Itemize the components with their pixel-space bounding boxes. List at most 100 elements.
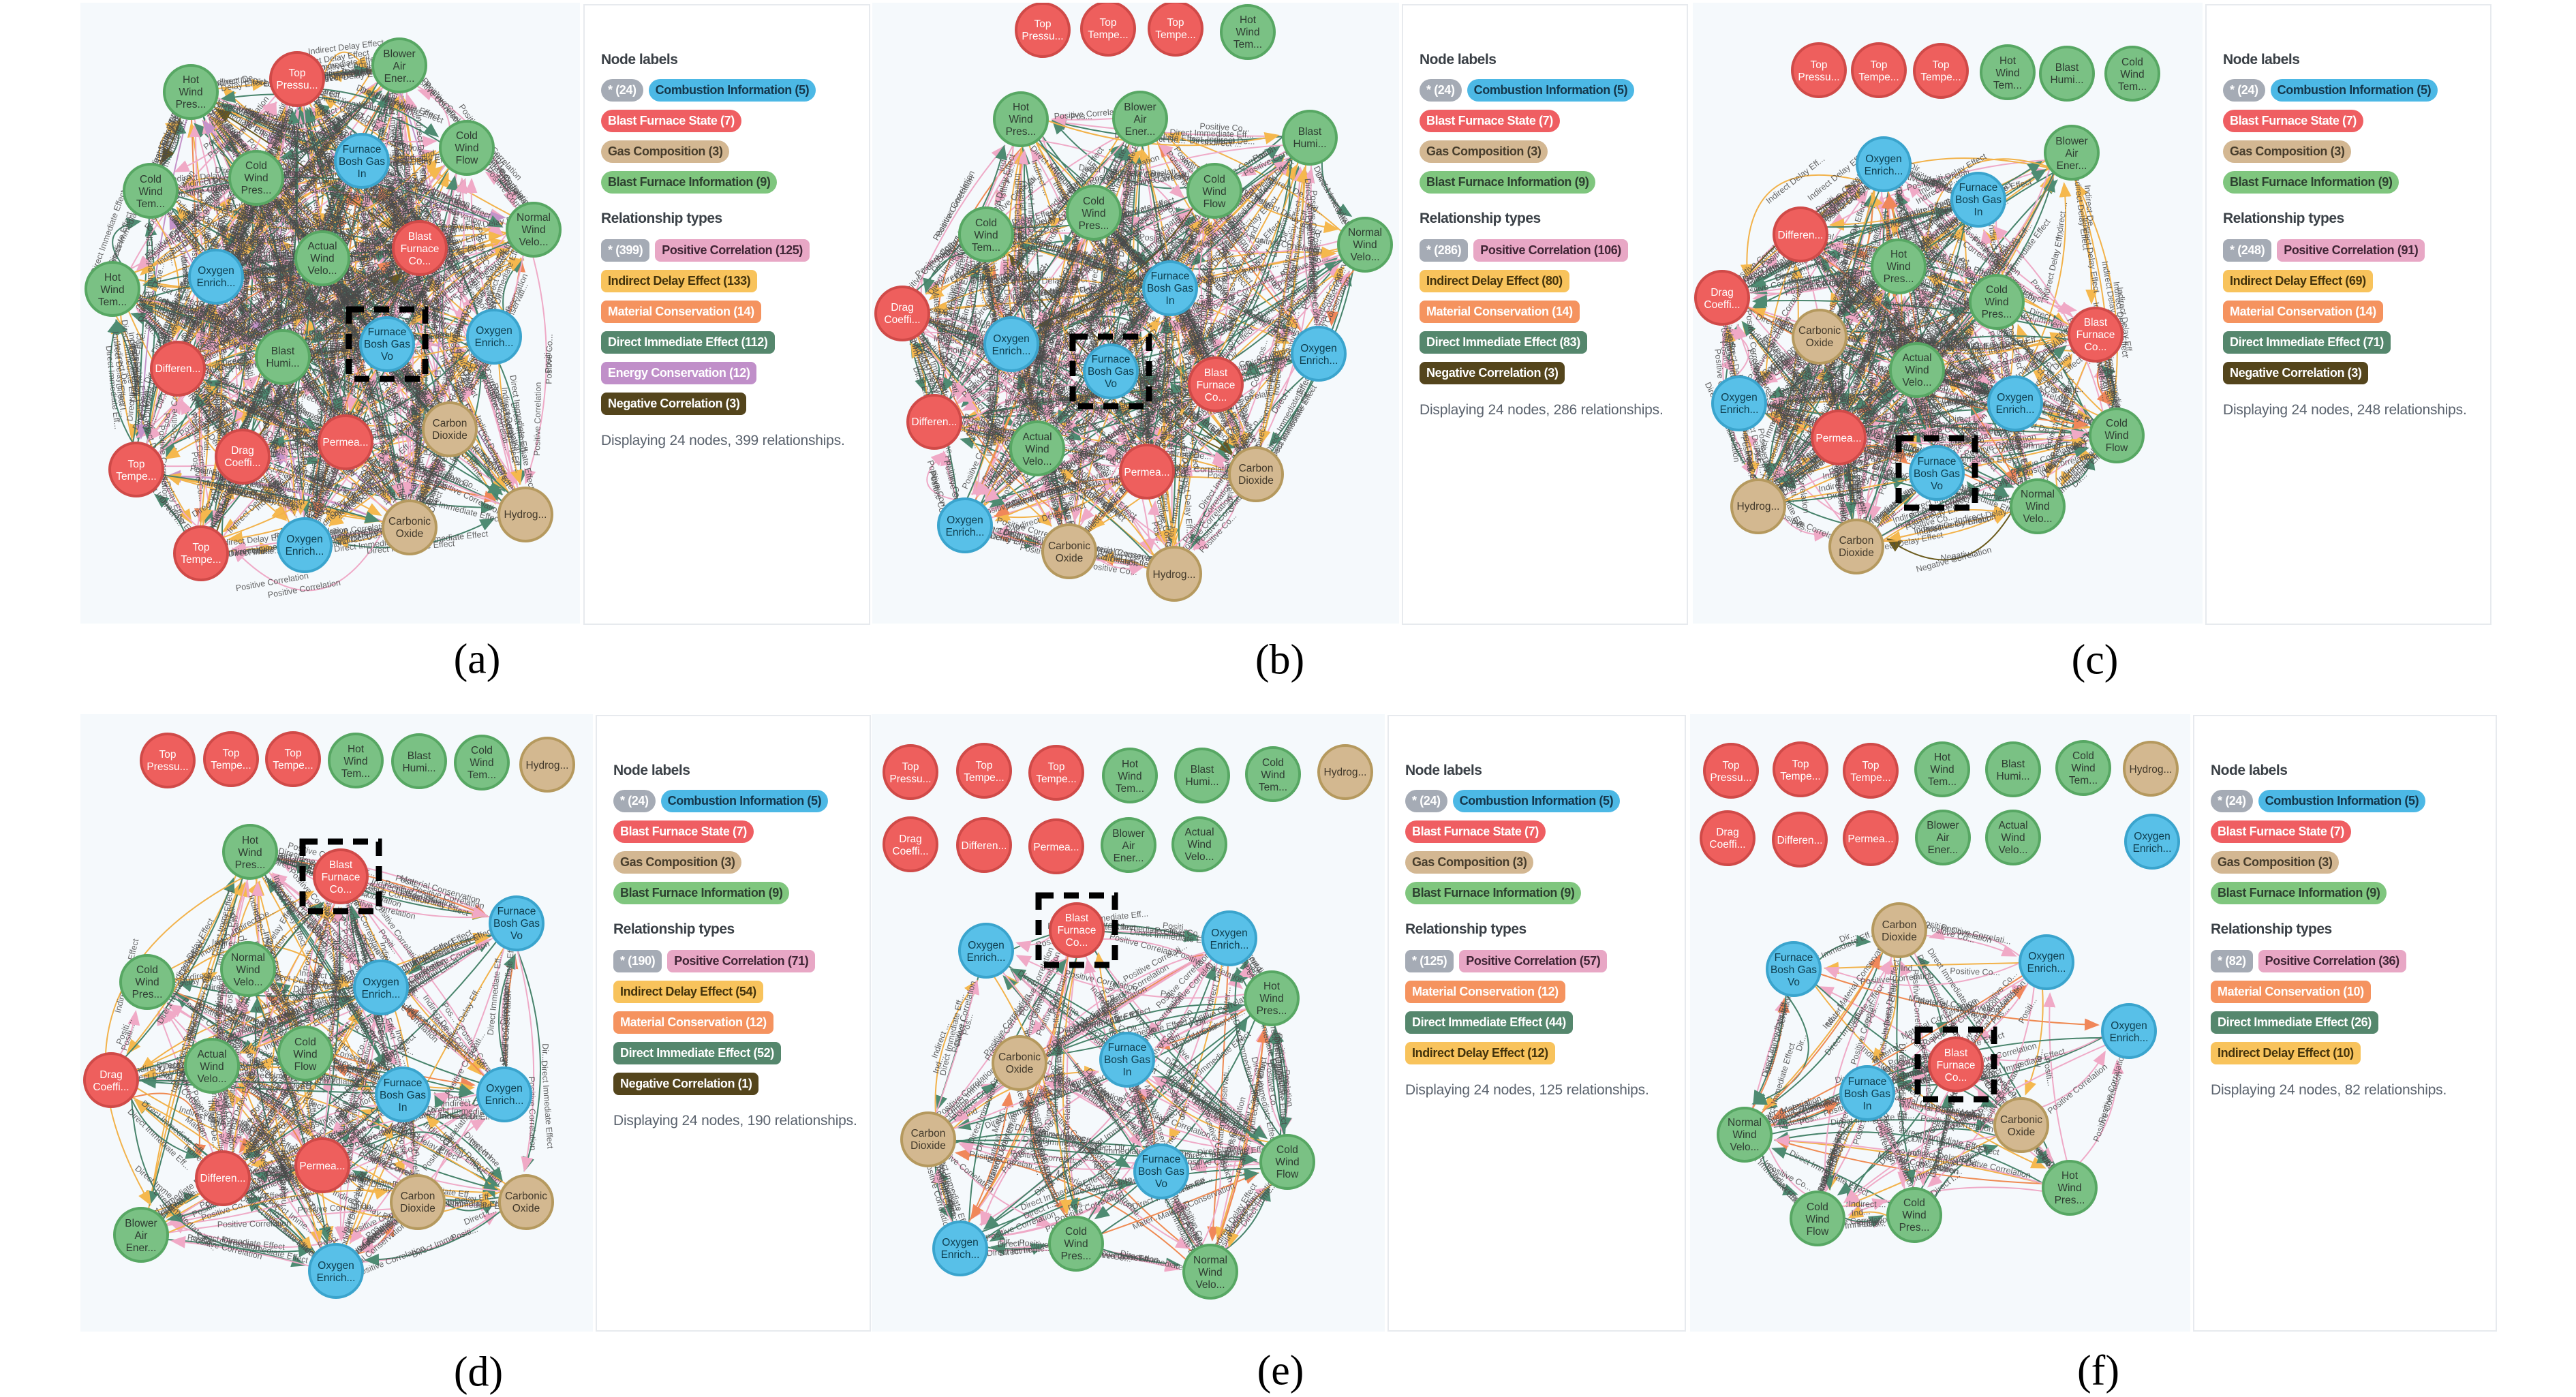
svg-text:Dioxide: Dioxide <box>1882 932 1917 943</box>
svg-text:Ind...: Ind... <box>167 247 179 267</box>
svg-text:Tem...: Tem... <box>2069 775 2098 786</box>
svg-text:Indirect ...: Indirect ... <box>249 283 288 296</box>
svg-text:Carbonic: Carbonic <box>1048 540 1090 552</box>
svg-text:Hydrog...: Hydrog... <box>1153 569 1196 581</box>
svg-text:Dir...: Dir... <box>129 385 139 403</box>
svg-text:Coeffi...: Coeffi... <box>884 314 920 326</box>
svg-text:Oxygen: Oxygen <box>286 534 322 545</box>
svg-text:Wind: Wind <box>343 756 367 767</box>
svg-text:Material Conservati...: Material Conservati... <box>202 377 214 458</box>
svg-text:Humi...: Humi... <box>1996 771 2029 782</box>
svg-text:Ind...: Ind... <box>435 329 455 339</box>
svg-text:Air: Air <box>393 61 406 72</box>
svg-text:Carbonic: Carbonic <box>998 1051 1041 1063</box>
svg-text:Bosh Gas: Bosh Gas <box>1955 194 2002 206</box>
svg-text:Dir...: Dir... <box>328 343 348 356</box>
svg-text:Tem...: Tem... <box>1233 39 1262 50</box>
svg-text:Indirect Delay Effect: Indirect Delay Effect <box>237 290 248 366</box>
svg-text:Enrich...: Enrich... <box>1996 404 2035 416</box>
svg-text:Oxide: Oxide <box>396 528 424 540</box>
svg-text:Humi...: Humi... <box>1185 776 1218 788</box>
svg-text:Wind: Wind <box>1118 771 1141 782</box>
svg-text:Humi...: Humi... <box>402 763 435 774</box>
svg-text:Cold: Cold <box>1903 1197 1925 1209</box>
svg-text:Coeffi...: Coeffi... <box>93 1081 129 1093</box>
svg-text:Wind: Wind <box>1902 1210 1926 1221</box>
svg-text:Wind: Wind <box>1905 365 1929 376</box>
svg-text:Drag: Drag <box>891 302 914 313</box>
svg-text:Oxygen: Oxygen <box>968 940 1004 951</box>
svg-text:Direct I...: Direct I... <box>333 322 368 335</box>
svg-text:Positive Correlation: Positive Correlation <box>2046 1062 2109 1116</box>
svg-text:Dioxide: Dioxide <box>1238 475 1274 487</box>
svg-text:Pos...: Pos... <box>226 906 236 927</box>
svg-text:Cold: Cold <box>140 174 162 185</box>
svg-text:Hot: Hot <box>348 743 365 755</box>
svg-text:Wind: Wind <box>1064 1238 1088 1250</box>
svg-text:Oxygen: Oxygen <box>1300 343 1336 354</box>
svg-text:Pressu...: Pressu... <box>147 761 188 773</box>
svg-text:Enrich...: Enrich... <box>967 952 1006 964</box>
svg-text:Wind: Wind <box>310 253 334 264</box>
svg-text:Drag: Drag <box>231 445 254 457</box>
svg-text:Velo...: Velo... <box>197 1073 226 1085</box>
svg-text:Pressu...: Pressu... <box>889 773 931 785</box>
svg-text:Wind: Wind <box>1995 67 2019 79</box>
svg-text:Top: Top <box>223 748 240 759</box>
svg-text:Differen...: Differen... <box>155 363 201 375</box>
svg-text:Velo...: Velo... <box>2023 513 2052 525</box>
svg-text:Wind: Wind <box>1886 261 1910 273</box>
svg-text:Cold: Cold <box>1203 174 1225 185</box>
svg-text:In: In <box>1166 295 1175 307</box>
svg-text:Wind: Wind <box>1984 296 2008 308</box>
svg-text:Hydrog...: Hydrog... <box>526 760 569 771</box>
svg-text:Air: Air <box>2066 148 2079 159</box>
svg-text:Positive Co...: Positive Co... <box>264 200 278 251</box>
svg-text:Direct Immediate Effect: Direct Immediate Effect <box>145 225 155 313</box>
svg-text:Enrich...: Enrich... <box>2027 963 2066 974</box>
svg-text:Ener...: Ener... <box>384 73 415 85</box>
svg-text:Differen...: Differen... <box>1777 835 1823 846</box>
svg-text:Furnace: Furnace <box>322 872 361 883</box>
svg-text:In: In <box>399 1102 408 1114</box>
svg-text:Top: Top <box>1048 761 1065 773</box>
svg-text:Blast: Blast <box>1204 367 1228 379</box>
svg-text:Wind: Wind <box>1082 208 1105 219</box>
svg-text:Ener...: Ener... <box>126 1242 157 1254</box>
svg-text:Ind...: Ind... <box>320 142 332 162</box>
svg-text:Bosh Gas: Bosh Gas <box>1104 1054 1150 1066</box>
svg-text:Blast: Blast <box>329 859 353 871</box>
svg-text:Pos...: Pos... <box>448 1093 470 1103</box>
svg-text:Velo...: Velo... <box>1730 1141 1759 1153</box>
svg-text:Flow: Flow <box>456 155 479 166</box>
svg-text:Top: Top <box>902 761 919 773</box>
svg-text:Dir...: Dir... <box>999 1236 1017 1246</box>
svg-text:Wind: Wind <box>100 284 124 296</box>
svg-text:Furnace: Furnace <box>1937 1060 1976 1071</box>
svg-text:Vo: Vo <box>1155 1178 1167 1190</box>
svg-text:Ind...: Ind... <box>423 147 443 159</box>
svg-text:Oxygen: Oxygen <box>486 1083 522 1094</box>
svg-text:Air: Air <box>1134 114 1147 125</box>
svg-text:Hot: Hot <box>183 74 200 86</box>
svg-text:Direct I...: Direct I... <box>300 326 335 338</box>
svg-text:Positive Co...: Positive Co... <box>544 334 554 384</box>
svg-text:Tempe...: Tempe... <box>964 772 1004 784</box>
svg-text:Carbonic: Carbonic <box>2000 1114 2042 1126</box>
svg-text:Cold: Cold <box>471 745 493 756</box>
svg-text:Vo: Vo <box>1788 977 1800 988</box>
svg-text:Carbonic: Carbonic <box>1798 325 1841 337</box>
svg-text:Furnace: Furnace <box>401 243 440 255</box>
svg-text:Dioxide: Dioxide <box>432 430 467 442</box>
svg-text:Normal: Normal <box>1728 1117 1762 1129</box>
svg-text:Wind: Wind <box>1187 839 1211 850</box>
svg-text:Pres...: Pres... <box>1006 126 1037 138</box>
svg-text:Drag: Drag <box>899 833 922 845</box>
svg-text:Oxygen: Oxygen <box>476 325 512 337</box>
svg-text:Hot: Hot <box>1890 249 1907 260</box>
svg-text:Actual: Actual <box>1184 827 1214 838</box>
svg-text:Cold: Cold <box>1276 1144 1298 1156</box>
svg-text:Indirect ...: Indirect ... <box>256 226 269 264</box>
svg-text:Top: Top <box>1100 17 1117 29</box>
svg-text:Top: Top <box>128 459 145 470</box>
